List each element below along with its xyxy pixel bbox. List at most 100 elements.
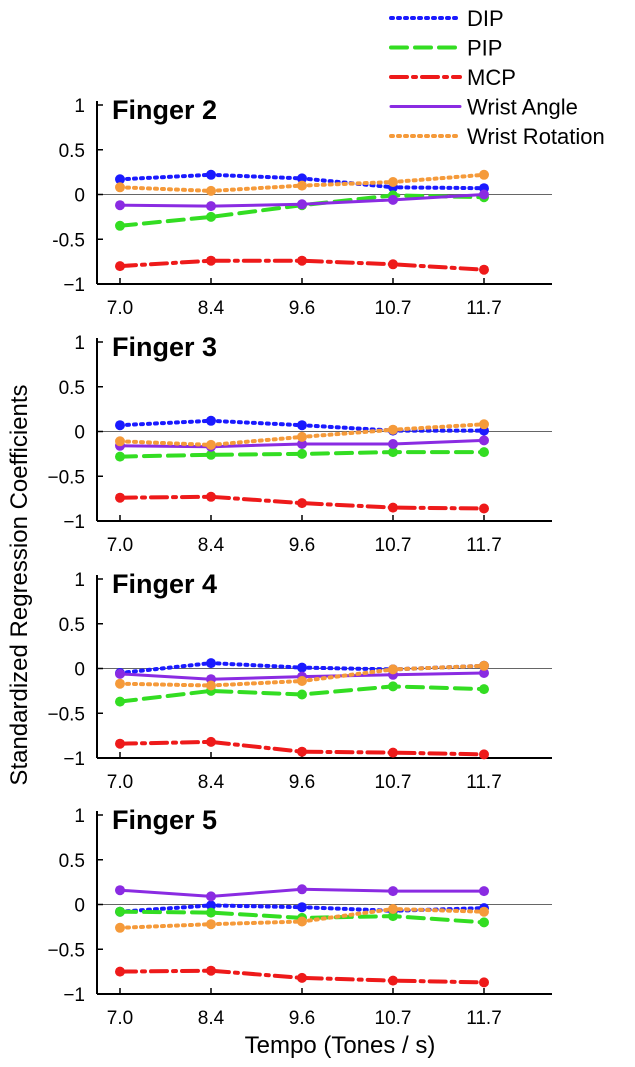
data-point — [479, 917, 489, 928]
data-point — [388, 447, 398, 458]
data-point — [115, 668, 125, 679]
y-tick-label: 1 — [74, 333, 85, 354]
data-point — [206, 900, 216, 911]
data-point — [297, 884, 307, 895]
legend-label: Wrist Rotation — [467, 124, 605, 149]
series-mcp — [115, 255, 489, 275]
data-point — [388, 886, 398, 897]
data-point — [206, 658, 216, 669]
legend-item: Wrist Angle — [389, 95, 578, 120]
data-point — [479, 503, 489, 514]
data-point — [297, 439, 307, 449]
data-point — [206, 891, 216, 902]
panel-title: Finger 4 — [112, 569, 217, 599]
data-point — [206, 185, 216, 196]
data-point — [206, 255, 216, 266]
series-line — [118, 968, 486, 985]
data-point — [479, 189, 489, 200]
data-point — [479, 906, 489, 917]
y-tick-label: 1 — [74, 806, 85, 827]
data-point — [115, 492, 125, 503]
data-point — [388, 177, 398, 187]
x-tick-label: 7.0 — [107, 772, 133, 793]
data-point — [206, 491, 216, 502]
data-point — [388, 747, 398, 758]
x-tick-label: 10.7 — [375, 772, 412, 793]
data-point — [297, 746, 307, 757]
series-mcp — [115, 736, 489, 760]
data-point — [297, 676, 307, 686]
legend-label: MCP — [467, 65, 516, 90]
y-tick-label: −1 — [63, 275, 85, 296]
series-pip — [115, 447, 489, 462]
x-tick-label: 10.7 — [375, 535, 412, 556]
series-wrist-rotation — [115, 419, 489, 450]
x-tick-label: 8.4 — [198, 298, 225, 319]
panel-finger-3: Finger 3 1 0.5 0 −0.5 −1 7.0 8.4 9.6 10.7 11.7 — [47, 332, 552, 556]
data-point — [479, 435, 489, 446]
panel-title: Finger 3 — [112, 332, 217, 362]
x-tick-label: 7.0 — [107, 535, 133, 556]
data-point — [115, 200, 125, 211]
y-tick-label: 0.5 — [59, 378, 85, 399]
y-tick-label: 0.5 — [59, 615, 85, 636]
data-point — [115, 966, 125, 977]
data-point — [206, 449, 216, 460]
data-point — [479, 419, 489, 430]
data-point — [388, 904, 398, 914]
data-point — [297, 916, 307, 927]
y-tick-label: −0.5 — [47, 940, 85, 961]
data-point — [115, 220, 125, 231]
data-point — [115, 906, 125, 917]
legend-item: MCP — [389, 65, 516, 90]
data-point — [297, 173, 307, 184]
data-point — [206, 201, 216, 212]
data-point — [479, 977, 489, 988]
x-tick-label: 9.6 — [289, 772, 315, 793]
x-tick-label: 10.7 — [375, 1008, 412, 1029]
x-tick-label: 11.7 — [466, 535, 502, 556]
data-point — [206, 907, 216, 918]
x-tick-label: 8.4 — [198, 1008, 225, 1029]
data-point — [388, 502, 398, 513]
y-axis-label: Standardized Regression Coefficients — [6, 384, 33, 785]
data-point — [297, 255, 307, 266]
data-point — [388, 424, 398, 435]
data-point — [115, 174, 125, 185]
series-mcp — [115, 965, 489, 988]
y-tick-label: −0.5 — [47, 704, 85, 725]
data-point — [388, 681, 398, 692]
data-point — [297, 448, 307, 459]
data-point — [388, 439, 398, 449]
series-line — [118, 739, 486, 757]
data-point — [297, 420, 307, 431]
legend-item: DIP — [389, 6, 504, 31]
x-tick-label: 8.4 — [198, 772, 225, 793]
series-dip — [115, 415, 489, 436]
data-point — [297, 662, 307, 673]
y-tick-label: 0.5 — [59, 851, 85, 872]
data-point — [206, 169, 216, 180]
data-point — [115, 922, 125, 933]
legend-item: PIP — [389, 36, 502, 61]
panel-title: Finger 2 — [112, 95, 217, 125]
y-tick-label: 0 — [74, 423, 85, 444]
data-point — [479, 668, 489, 678]
data-point — [479, 749, 489, 760]
data-point — [115, 420, 125, 431]
data-point — [115, 678, 125, 689]
y-tick-label: 1 — [74, 96, 85, 117]
legend-item: Wrist Rotation — [389, 124, 605, 149]
legend-label: DIP — [467, 6, 504, 31]
series-pip — [115, 681, 489, 707]
x-tick-label: 11.7 — [466, 1008, 502, 1029]
data-point — [479, 169, 489, 180]
data-point — [388, 975, 398, 986]
series-wrist-rotation — [115, 904, 489, 933]
data-point — [297, 498, 307, 509]
legend: DIP PIP MCP Wrist Angle Wrist Rotation — [389, 6, 605, 149]
data-point — [479, 684, 489, 695]
data-point — [297, 902, 307, 913]
data-point — [479, 660, 489, 671]
